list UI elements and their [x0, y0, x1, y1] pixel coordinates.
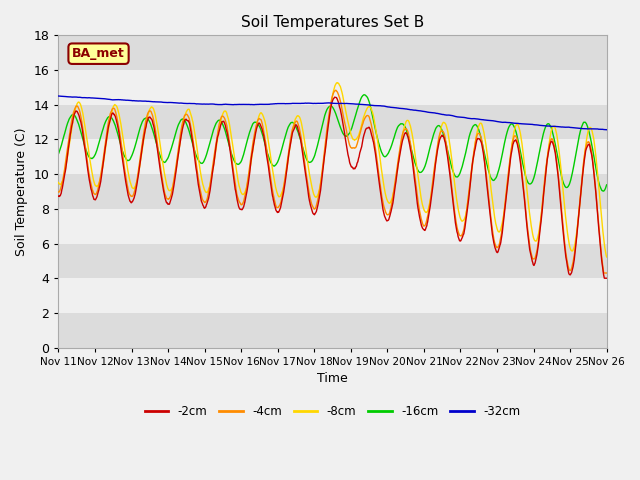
- -32cm: [177, 100, 184, 106]
- -8cm: [490, 206, 497, 212]
- -32cm: [602, 127, 609, 132]
- Legend: -2cm, -4cm, -8cm, -16cm, -32cm: -2cm, -4cm, -8cm, -16cm, -32cm: [140, 400, 525, 423]
- Bar: [58, 70, 607, 105]
- Bar: [58, 278, 607, 313]
- Bar: [58, 105, 607, 139]
- -4cm: [332, 87, 340, 93]
- -2cm: [600, 276, 608, 281]
- Bar: [58, 36, 607, 70]
- Line: -8cm: -8cm: [58, 83, 607, 257]
- -32cm: [538, 122, 545, 128]
- -2cm: [54, 193, 62, 199]
- -4cm: [600, 270, 608, 276]
- -2cm: [177, 138, 184, 144]
- -16cm: [163, 157, 171, 163]
- -16cm: [177, 118, 184, 124]
- -16cm: [603, 182, 611, 188]
- -32cm: [418, 108, 426, 114]
- -8cm: [603, 254, 611, 260]
- -32cm: [163, 100, 171, 106]
- -4cm: [603, 270, 611, 276]
- -8cm: [334, 80, 342, 85]
- -32cm: [238, 102, 246, 108]
- Bar: [58, 209, 607, 243]
- -4cm: [418, 218, 426, 224]
- -8cm: [538, 207, 546, 213]
- -4cm: [238, 202, 246, 208]
- Line: -2cm: -2cm: [58, 97, 607, 278]
- Bar: [58, 139, 607, 174]
- -16cm: [418, 169, 426, 175]
- -4cm: [490, 234, 497, 240]
- -32cm: [489, 118, 497, 124]
- -16cm: [599, 188, 607, 194]
- -4cm: [54, 189, 62, 195]
- -2cm: [238, 207, 246, 213]
- -4cm: [538, 206, 546, 212]
- Bar: [58, 243, 607, 278]
- Y-axis label: Soil Temperature (C): Soil Temperature (C): [15, 127, 28, 256]
- -32cm: [603, 127, 611, 132]
- -8cm: [163, 183, 171, 189]
- -8cm: [418, 199, 426, 205]
- -16cm: [238, 157, 246, 163]
- -2cm: [603, 276, 611, 281]
- -16cm: [54, 151, 62, 156]
- Title: Soil Temperatures Set B: Soil Temperatures Set B: [241, 15, 424, 30]
- -32cm: [54, 93, 62, 99]
- Line: -16cm: -16cm: [58, 95, 607, 191]
- X-axis label: Time: Time: [317, 372, 348, 385]
- -8cm: [54, 180, 62, 185]
- Bar: [58, 174, 607, 209]
- Line: -32cm: -32cm: [58, 96, 607, 130]
- Text: BA_met: BA_met: [72, 47, 125, 60]
- -16cm: [538, 137, 546, 143]
- -2cm: [163, 200, 171, 205]
- Line: -4cm: -4cm: [58, 90, 607, 273]
- -8cm: [238, 191, 246, 196]
- -16cm: [490, 178, 497, 183]
- -2cm: [418, 224, 426, 229]
- -4cm: [177, 132, 184, 138]
- -4cm: [163, 196, 171, 202]
- -2cm: [331, 94, 339, 100]
- -8cm: [177, 137, 184, 143]
- -16cm: [360, 92, 368, 97]
- -2cm: [490, 238, 497, 243]
- Bar: [58, 313, 607, 348]
- -2cm: [538, 211, 546, 216]
